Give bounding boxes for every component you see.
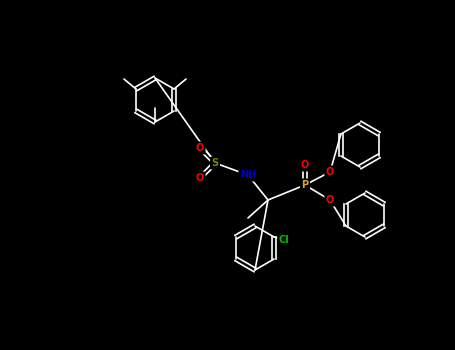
Text: O: O — [196, 173, 204, 183]
Text: O: O — [326, 195, 334, 205]
Text: NH: NH — [240, 170, 256, 180]
Text: O: O — [301, 160, 309, 170]
Text: O: O — [326, 167, 334, 177]
Text: O: O — [196, 143, 204, 153]
Text: S: S — [212, 158, 218, 168]
Text: Cl: Cl — [278, 235, 289, 245]
Text: P: P — [301, 180, 308, 190]
